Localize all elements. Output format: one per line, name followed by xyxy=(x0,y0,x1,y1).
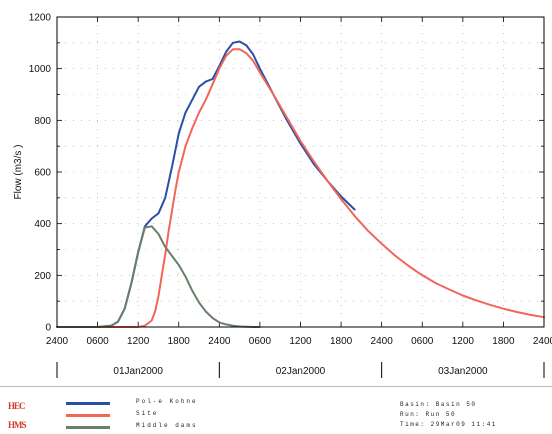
legend-swatch xyxy=(66,414,110,417)
y-tick-label: 1200 xyxy=(29,13,52,24)
legend-label: Pol-e Kohne xyxy=(136,398,198,405)
x-tick-label: 2400 xyxy=(371,336,394,347)
date-label: 02Jan2000 xyxy=(276,366,326,377)
x-tick-label: 2400 xyxy=(533,336,552,347)
x-tick-label: 1200 xyxy=(127,336,150,347)
x-tick-label: 1200 xyxy=(289,336,312,347)
time-info: Time: 29Mar09 11:41 xyxy=(400,421,497,428)
x-tick-label: 1200 xyxy=(452,336,475,347)
x-tick-label: 1800 xyxy=(492,336,515,347)
legend-swatch xyxy=(66,426,110,429)
y-axis-label: Flow (m3/s ) xyxy=(13,145,24,200)
plot-frame xyxy=(56,16,545,328)
y-tick-label: 0 xyxy=(45,323,51,334)
y-tick-label: 400 xyxy=(34,219,51,230)
y-tick-label: 600 xyxy=(34,168,51,179)
date-band: 01Jan2000 02Jan2000 03Jan2000 xyxy=(56,362,545,378)
plot-background xyxy=(0,0,552,386)
legend-panel: HEC HMS Pol-e Kohne Site Middle dams Bas… xyxy=(0,386,552,433)
series-line-2 xyxy=(56,225,261,328)
x-tick-label: 0600 xyxy=(411,336,434,347)
x-tick-label: 1800 xyxy=(168,336,191,347)
x-tick-label: 0600 xyxy=(249,336,272,347)
x-tick-label: 2400 xyxy=(208,336,231,347)
y-tick-label: 200 xyxy=(34,271,51,282)
y-tick-label: 800 xyxy=(34,116,51,127)
legend-label: Middle dams xyxy=(136,422,198,429)
hec-logo: HEC xyxy=(8,401,26,411)
run-info: Run: Run 50 xyxy=(400,411,457,418)
legend-swatch xyxy=(66,402,110,405)
date-label: 01Jan2000 xyxy=(113,366,163,377)
date-label: 03Jan2000 xyxy=(438,366,488,377)
x-tick-label: 0600 xyxy=(86,336,109,347)
legend-label: Site xyxy=(136,410,159,417)
x-tick-label: 1800 xyxy=(330,336,353,347)
series-lines xyxy=(56,40,545,328)
x-tick-label: 2400 xyxy=(46,336,69,347)
y-tick-label: 1000 xyxy=(29,64,52,75)
hms-logo: HMS xyxy=(8,420,27,430)
y-axis: 0 200 400 600 800 1000 1200 xyxy=(29,13,544,334)
basin-info: Basin: Basin 50 xyxy=(400,401,477,408)
x-axis: 2400 0600 1200 1800 2400 0600 1200 1800 2400 0600… xyxy=(46,17,552,347)
series-line-1 xyxy=(56,48,545,328)
